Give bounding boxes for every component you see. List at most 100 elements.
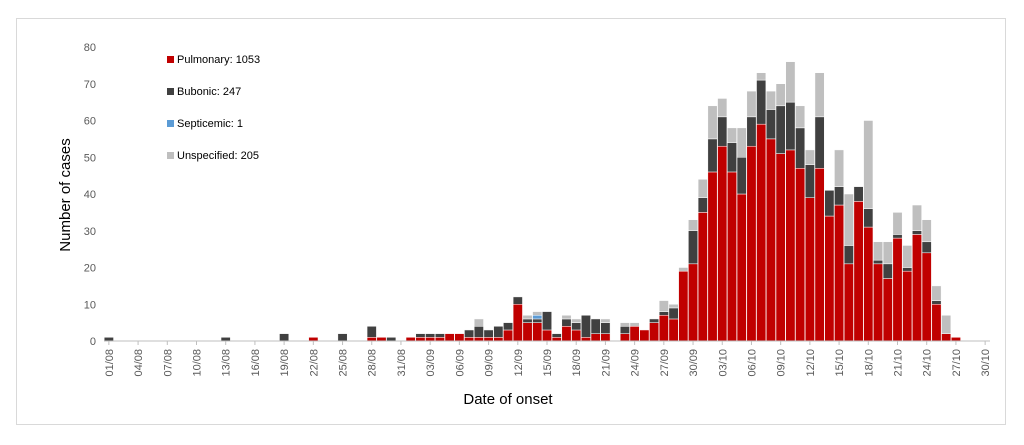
bar-segment-2: [873, 259, 883, 265]
x-tick-label: 01/08: [104, 349, 116, 377]
bar-segment-1: [551, 337, 562, 342]
x-tick-label: 04/08: [133, 349, 145, 377]
bar-segment-2: [824, 190, 835, 217]
bar-segment-4: [727, 127, 737, 143]
bar-segment-4: [882, 241, 893, 265]
x-tick-label: 31/08: [396, 349, 408, 377]
bar-segment-1: [707, 171, 718, 342]
y-tick-label: 10: [84, 299, 96, 311]
bar-segment-2: [804, 164, 815, 198]
x-tick-label: 13/08: [221, 349, 233, 377]
bar-segment-2: [921, 241, 932, 254]
x-tick-label: 21/10: [893, 349, 905, 377]
legend-label-2: Bubonic: 247: [177, 86, 241, 98]
x-tick-label: 19/08: [279, 349, 291, 377]
bar-segment-2: [434, 333, 445, 338]
bar-segment-1: [882, 278, 893, 342]
bar-segment-1: [405, 337, 416, 342]
y-axis: 0 10 20 30 40 50 60 70 80: [84, 42, 96, 348]
bar-segment-4: [756, 72, 767, 81]
bar-segment-2: [551, 333, 562, 338]
bar-segment-1: [512, 304, 523, 342]
bar-segment-1: [834, 204, 845, 342]
legend-swatch-3: [167, 120, 174, 127]
legend-label-3: Septicemic: 1: [177, 118, 243, 130]
bar-segment-1: [581, 337, 591, 342]
bar-segment-4: [473, 318, 484, 327]
bar-segment-4: [688, 219, 698, 231]
bar-segment-1: [522, 322, 533, 342]
bar-segment-1: [415, 337, 426, 342]
bar-segment-4: [912, 204, 922, 231]
x-tick-label: 18/09: [571, 349, 583, 377]
bar-segment-4: [843, 193, 854, 246]
x-axis-title: Date of onset: [463, 391, 553, 408]
bar-segment-1: [658, 315, 669, 342]
bar-segment-2: [600, 322, 611, 334]
bar-segment-1: [600, 333, 611, 342]
bar-segment-1: [678, 270, 689, 342]
bar-segment-1: [483, 337, 494, 342]
x-tick-label: 30/09: [688, 349, 700, 377]
bar-segment-4: [658, 300, 669, 312]
bar-segment-2: [785, 101, 796, 151]
bar-segment-1: [493, 337, 504, 342]
legend-label-4: Unspecified: 205: [177, 150, 259, 162]
bar-segment-2: [503, 322, 513, 331]
bar-segment-2: [532, 318, 543, 323]
bar-segment-1: [434, 337, 445, 342]
bar-segment-4: [804, 149, 815, 165]
x-tick-label: 09/09: [484, 349, 496, 377]
x-tick-label: 10/08: [191, 349, 203, 377]
bar-segment-4: [522, 315, 533, 320]
x-tick-label: 07/08: [162, 349, 174, 377]
bar-segment-1: [425, 337, 436, 342]
bar-segment-4: [795, 105, 806, 129]
bar-segment-1: [649, 322, 660, 342]
bar-segment-1: [863, 226, 874, 342]
x-tick-label: 24/09: [630, 349, 642, 377]
x-tick-label: 18/10: [863, 349, 875, 377]
y-tick-label: 50: [84, 152, 96, 164]
bar-segment-2: [775, 105, 786, 154]
y-tick-label: 30: [84, 226, 96, 238]
bar-segment-2: [220, 337, 231, 342]
bar-segment-4: [785, 61, 796, 103]
bar-segment-4: [863, 120, 874, 209]
bar-segment-1: [308, 337, 319, 342]
bar-segment-1: [542, 329, 552, 342]
bar-segment-2: [415, 333, 426, 338]
bar-segment-1: [756, 123, 767, 342]
bar-segment-1: [931, 304, 942, 342]
legend-label-1: Pulmonary: 1053: [177, 54, 260, 66]
bar-segment-1: [746, 145, 757, 342]
x-tick-label: 28/08: [367, 349, 379, 377]
bar-segment-2: [766, 109, 776, 140]
bar-segment-2: [571, 322, 582, 331]
bar-segment-2: [853, 186, 864, 202]
bar-segment-4: [873, 241, 883, 261]
bar-segment-1: [892, 237, 903, 342]
bar-segment-2: [707, 138, 718, 173]
legend: Pulmonary: 1053 Bubonic: 247 Septicemic: 1…: [167, 54, 260, 162]
bar-segment-1: [561, 326, 572, 342]
bar-segment-4: [892, 212, 903, 235]
bar-segment-4: [921, 219, 932, 243]
bar-segment-2: [512, 296, 523, 305]
bar-segment-2: [366, 326, 377, 338]
bar-segment-2: [590, 318, 601, 334]
bar-segment-2: [746, 116, 757, 147]
x-axis: 01/08 04/08 07/08 10/08 13/08 16/08 19/08 22/08…: [104, 340, 992, 377]
bar-segment-2: [834, 186, 845, 206]
bar-segment-4: [766, 90, 776, 110]
bar-segment-1: [668, 318, 679, 342]
x-tick-label: 24/10: [922, 349, 934, 377]
bar-segment-1: [376, 337, 387, 342]
bar-segment-2: [912, 230, 922, 235]
bar-segment-2: [279, 333, 290, 342]
bar-segment-1: [366, 337, 377, 342]
bar-segment-2: [697, 197, 708, 213]
bar-segment-1: [619, 333, 630, 342]
bar-segment-1: [902, 270, 913, 342]
